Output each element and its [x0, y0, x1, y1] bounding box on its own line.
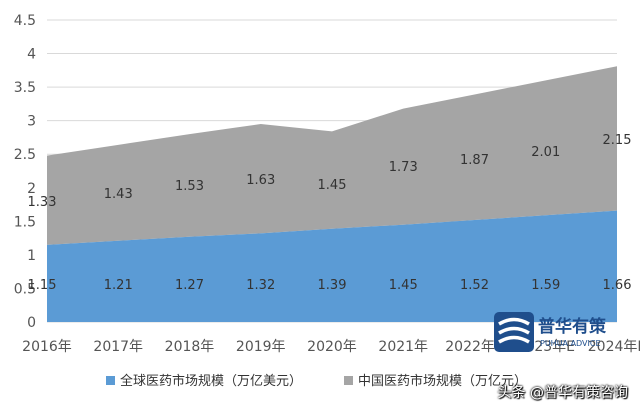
data-label-global: 1.32 [246, 278, 275, 293]
x-tick-label: 2019年 [236, 339, 286, 355]
data-label-china: 1.53 [175, 179, 204, 194]
area-series-china [47, 66, 617, 245]
data-label-global: 1.39 [318, 278, 347, 293]
data-label-global: 1.59 [531, 278, 560, 293]
y-tick-label: 2 [27, 181, 36, 197]
y-tick-label: 0.5 [14, 281, 36, 297]
y-tick-label: 3 [27, 114, 36, 130]
data-label-china: 1.87 [460, 153, 489, 168]
data-label-china: 1.73 [389, 160, 418, 175]
data-label-china: 2.15 [603, 133, 632, 148]
puhua-logo: 普华有策 PUHUA ADVICE [494, 312, 607, 352]
data-labels: 1.15 1.21 1.27 1.32 1.39 1.45 1.52 1.59 1.66 1.33… [28, 133, 632, 293]
data-label-china: 1.45 [318, 178, 347, 193]
data-label-china: 2.01 [531, 145, 560, 160]
x-tick-label: 2016年 [22, 339, 72, 355]
y-tick-label: 3.5 [14, 80, 36, 96]
data-label-global: 1.21 [104, 278, 133, 293]
x-tick-label: 2017年 [93, 339, 143, 355]
logo-text: 普华有策 [538, 316, 607, 337]
x-tick-label: 2024年E [588, 339, 640, 355]
area-layer [47, 66, 617, 322]
y-tick-label: 1 [27, 248, 36, 264]
x-tick-label: 2021年 [378, 339, 428, 355]
legend-swatch [344, 376, 353, 385]
y-tick-label: 0 [27, 315, 36, 331]
logo-subtext: PUHUA ADVICE [540, 339, 601, 348]
x-tick-label: 2020年 [307, 339, 357, 355]
data-label-global: 1.45 [389, 278, 418, 293]
legend-label: 中国医药市场规模（万亿元） [358, 373, 527, 389]
legend-swatch [106, 376, 115, 385]
data-label-global: 1.15 [28, 278, 57, 293]
y-tick-label: 1.5 [14, 214, 36, 230]
y-tick-label: 4 [27, 47, 36, 63]
x-axis: 2016年 2017年 2018年 2019年 2020年 2021年 2022年E 2023… [22, 339, 640, 355]
area-series-global [47, 210, 617, 322]
data-label-global: 1.27 [175, 278, 204, 293]
legend-label: 全球医药市场规模（万亿美元） [120, 373, 302, 389]
legend: 全球医药市场规模（万亿美元） 中国医药市场规模（万亿元） [106, 373, 527, 389]
x-tick-label: 2022年E [445, 339, 503, 355]
data-label-china: 1.43 [104, 187, 133, 202]
watermark: 头条 @普华有策咨询 [497, 385, 628, 401]
data-label-china: 1.33 [28, 195, 57, 210]
y-tick-label: 2.5 [14, 147, 36, 163]
data-label-global: 1.52 [460, 278, 489, 293]
data-label-china: 1.63 [246, 173, 275, 188]
y-axis: 0 0.5 1 1.5 2 2.5 3 3.5 4 4.5 [14, 13, 36, 331]
data-label-global: 1.66 [603, 278, 632, 293]
x-tick-label: 2018年 [165, 339, 215, 355]
y-tick-label: 4.5 [14, 13, 36, 29]
